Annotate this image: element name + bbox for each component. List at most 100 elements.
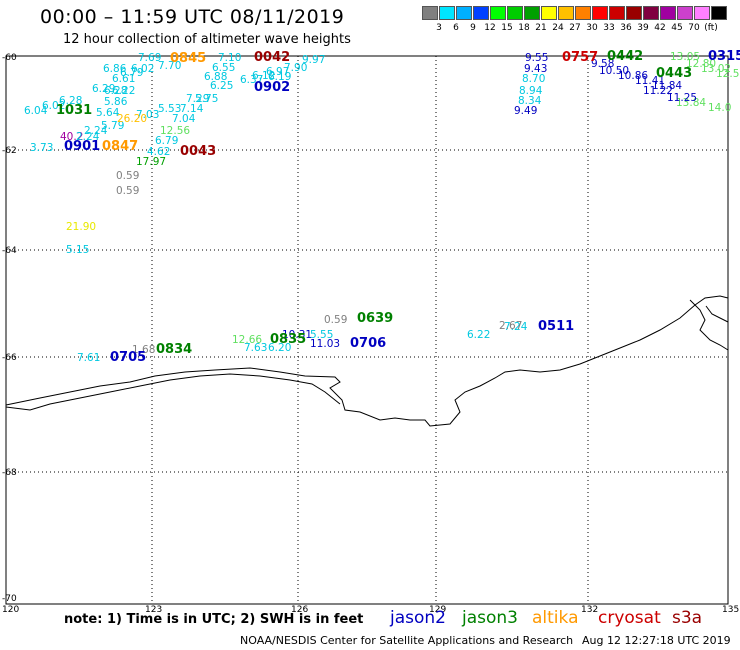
colorbar-label: 24: [552, 23, 564, 33]
wave-height-value: 6.20: [268, 342, 292, 354]
satellite-legend-cryosat: cryosat: [598, 608, 661, 628]
wave-height-value: 11.84: [652, 80, 683, 92]
colorbar-swatch: [422, 6, 438, 20]
longitude-label: 123: [145, 605, 163, 615]
wave-height-value: 0.59: [324, 314, 348, 326]
wave-height-value: 9.97: [302, 54, 326, 66]
colorbar-swatch: [473, 6, 489, 20]
colorbar-label: 36: [620, 23, 632, 33]
wave-height-value: 12.80: [686, 58, 717, 70]
wave-height-value: 6.22: [112, 85, 136, 97]
colorbar-swatch: [711, 6, 727, 20]
wave-height-value: 11.41: [635, 75, 666, 87]
colorbar-swatch: [558, 6, 574, 20]
wave-height-value: 7.24: [504, 321, 528, 333]
colorbar-swatch: [575, 6, 591, 20]
wave-height-value: 0.59: [116, 185, 140, 197]
wave-height-value: 5.64: [96, 107, 120, 119]
colorbar-label: 3: [436, 23, 442, 33]
colorbar-label: 33: [603, 23, 615, 33]
wave-height-value: 10.50: [599, 65, 630, 77]
colorbar-label: 12: [484, 23, 496, 33]
colorbar-label: 15: [501, 23, 513, 33]
wave-height-value: 6.97: [266, 66, 290, 78]
satellite-legend-s3a: s3a: [672, 608, 703, 628]
pass-time-label: 0511: [538, 319, 575, 334]
pass-time-label: 0706: [350, 336, 387, 351]
wave-height-value: 5.86: [104, 96, 128, 108]
longitude-label: 120: [2, 605, 20, 615]
wave-height-value: 6.02: [42, 100, 66, 112]
colorbar-swatch: [626, 6, 642, 20]
wave-height-value: 1.68: [132, 344, 156, 356]
wave-height-value: 5.75: [195, 93, 219, 105]
longitude-label: 126: [291, 605, 309, 615]
colorbar-swatch: [490, 6, 506, 20]
wave-height-value: 7.70: [158, 60, 182, 72]
latitude-label: -68: [2, 468, 17, 478]
colorbar-label: 42: [654, 23, 666, 33]
wave-height-value: 7.29: [186, 93, 210, 105]
colorbar-label: 30: [586, 23, 598, 33]
wave-height-value: 2.24: [76, 131, 100, 143]
wave-height-value: 2.67: [499, 320, 523, 332]
wave-height-value: 11.22: [643, 85, 674, 97]
wave-height-value: 7.61: [77, 352, 101, 364]
credit-line: NOAA/NESDIS Center for Satellite Applica…: [240, 634, 574, 647]
wave-height-value: 7.63: [244, 342, 268, 354]
colorbar-swatch: [677, 6, 693, 20]
wave-height-value: 6.25: [210, 80, 234, 92]
wave-height-value: 9.49: [514, 105, 538, 117]
latitude-label: -60: [2, 53, 17, 63]
wave-height-value: 13.02: [701, 63, 732, 75]
wave-height-value: 26.20: [117, 113, 148, 125]
wave-height-value: 17.97: [136, 156, 167, 168]
colorbar-label: 45: [671, 23, 683, 33]
wave-height-value: 8.94: [519, 85, 543, 97]
wave-height-value: 40.2: [60, 131, 84, 143]
longitude-label: 135: [722, 605, 740, 615]
pass-time-label: 0757: [562, 50, 599, 65]
colorbar-swatch: [507, 6, 523, 20]
wave-height-value: 5.79: [101, 120, 125, 132]
map-title: 00:00 – 11:59 UTC 08/11/2019: [40, 6, 345, 28]
colorbar-swatch: [592, 6, 608, 20]
pass-time-label: 0042: [254, 50, 291, 65]
wave-height-value: 3.73: [30, 142, 54, 154]
wave-height-value: 8.70: [522, 73, 546, 85]
wave-height-value: 6.19: [268, 71, 292, 83]
wave-height-value: 9.58: [591, 58, 615, 70]
wave-height-value: 7.03: [136, 109, 160, 121]
wave-height-value: 6.61: [112, 73, 136, 85]
wave-height-value: 8.34: [518, 95, 542, 107]
wave-height-value: 5.55: [310, 329, 334, 341]
grid-lines: [6, 56, 728, 604]
wave-height-value: 12.66: [232, 334, 263, 346]
wave-height-value: 6.02: [131, 63, 155, 75]
colorbar-label: (ft): [704, 23, 718, 33]
colorbar-label: 9: [470, 23, 476, 33]
pass-time-label: 0901: [64, 139, 101, 154]
latitude-label: -64: [2, 246, 17, 256]
pass-time-label: 0902: [254, 80, 291, 95]
wave-height-value: 12.5: [716, 68, 740, 80]
wave-height-value: 9.55: [525, 52, 549, 64]
colorbar-swatch: [524, 6, 540, 20]
wave-height-value: 6.86: [103, 63, 127, 75]
latitude-label: -66: [2, 353, 17, 363]
colorbar-label: 18: [518, 23, 530, 33]
wave-height-value: 9.43: [524, 63, 548, 75]
plot-frame: [5, 55, 729, 605]
coastline-bay: [5, 373, 341, 411]
wave-height-value: 10.31: [282, 329, 313, 341]
wave-height-value: 5.15: [66, 244, 90, 256]
colorbar-swatch: [541, 6, 557, 20]
wave-height-value: 5.53: [158, 103, 182, 115]
colorbar-label: 27: [569, 23, 581, 33]
wave-height-value: 6.29: [92, 83, 116, 95]
wave-height-value: 6.04: [24, 105, 48, 117]
wave-height-value: 6.22: [467, 329, 491, 341]
wave-height-value: 2.24: [84, 125, 108, 137]
pass-time-label: 0834: [156, 342, 193, 357]
wave-height-value: 7.90: [284, 62, 308, 74]
